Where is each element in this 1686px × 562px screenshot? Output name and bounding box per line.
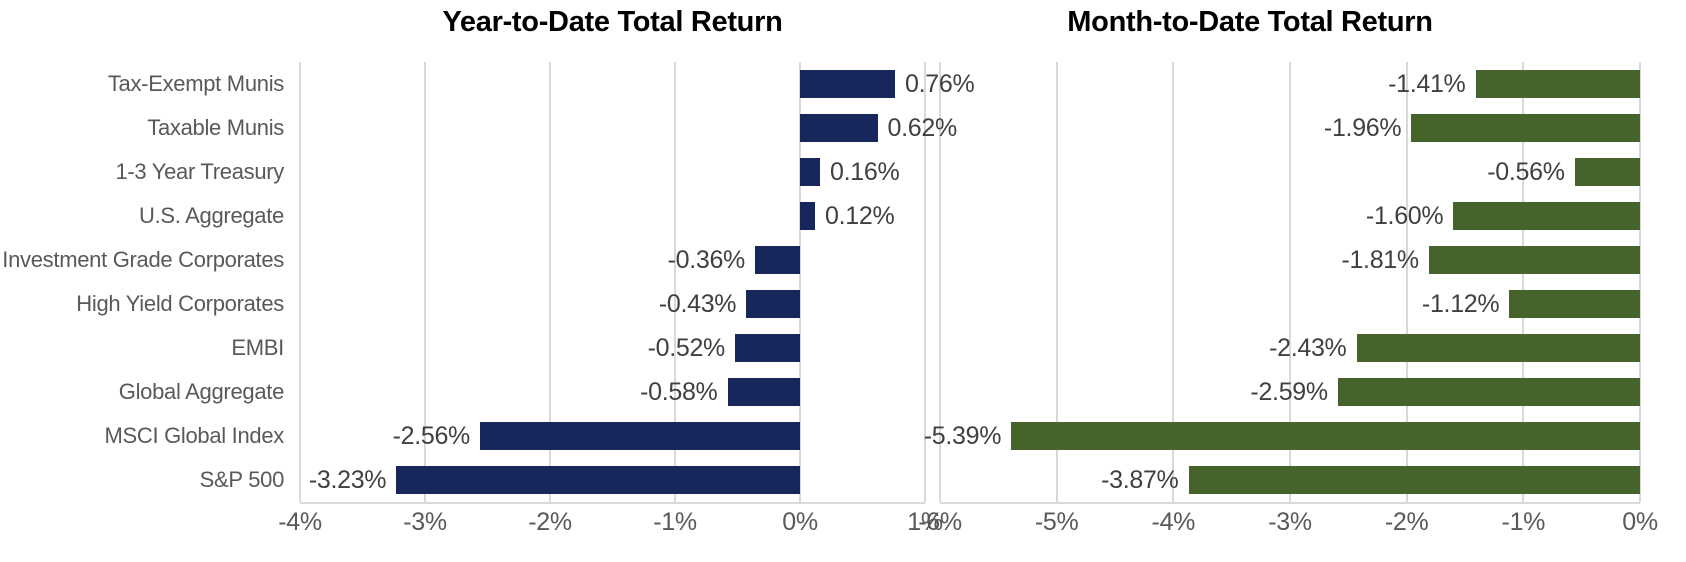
ytd-x-axis: -4% -3% -2% -1% 0% 1%	[278, 508, 943, 544]
ytd-gridline	[799, 62, 801, 502]
mtd-bar-value-label: -3.87%	[1101, 466, 1179, 494]
ytd-bar-value-label: -3.23%	[308, 466, 387, 494]
mtd-bar	[1337, 378, 1640, 406]
ytd-category-label: MSCI Global Index	[104, 423, 284, 448]
ytd-bar-value-label: 0.62%	[887, 114, 958, 142]
mtd-bar-value-label: -0.56%	[1487, 158, 1565, 186]
ytd-bar	[480, 422, 800, 450]
mtd-bar-value-label: -1.60%	[1365, 202, 1444, 230]
ytd-bar	[800, 70, 895, 98]
ytd-x-tick-label: -2%	[528, 508, 572, 536]
mtd-bar	[1475, 70, 1640, 98]
ytd-bar-value-label: -0.36%	[667, 246, 746, 274]
ytd-bar-value-label: 0.76%	[905, 70, 975, 98]
ytd-bar	[396, 466, 800, 494]
ytd-category-label: High Yield Corporates	[76, 291, 284, 316]
ytd-bar	[735, 334, 800, 362]
mtd-bar	[1574, 158, 1640, 186]
mtd-bar-value-label: -1.96%	[1323, 114, 1402, 142]
ytd-x-tick-label: 0%	[782, 508, 818, 536]
ytd-gridline	[424, 62, 426, 502]
mtd-gridline	[1405, 62, 1408, 502]
mtd-bar	[1356, 334, 1640, 362]
ytd-bar-value-label: -2.56%	[392, 422, 471, 450]
mtd-x-tick-label: -4%	[1151, 508, 1196, 536]
mtd-bar-value-label: -2.59%	[1250, 378, 1328, 406]
mtd-gridline	[939, 62, 941, 502]
mtd-gridline	[1522, 62, 1525, 502]
mtd-bar-value-label: -2.43%	[1269, 334, 1347, 362]
mtd-bar	[1188, 466, 1640, 494]
ytd-bar	[755, 246, 800, 274]
mtd-chart-title: Month-to-Date Total Return	[1067, 6, 1433, 38]
ytd-bar	[746, 290, 800, 318]
mtd-bar	[1509, 290, 1640, 318]
mtd-x-tick-label: -2%	[1384, 508, 1429, 536]
mtd-x-tick-label: -1%	[1501, 508, 1546, 536]
ytd-bar	[800, 114, 878, 142]
mtd-gridline	[1172, 62, 1175, 502]
ytd-category-axis: Tax-Exempt Munis Taxable Munis 1-3 Year Tr…	[0, 62, 284, 502]
mtd-bar-value-label: -5.39%	[923, 422, 1002, 450]
ytd-category-label: EMBI	[231, 335, 284, 360]
mtd-plot-area: -1.41% -1.96% -0.56% -1.60% -1.81% -1.12% -2.4…	[924, 62, 1641, 504]
mtd-bar	[1411, 114, 1640, 142]
ytd-x-tick-label: 1%	[907, 508, 943, 536]
mtd-bar	[1011, 422, 1640, 450]
ytd-bar-value-label: -0.43%	[658, 290, 737, 318]
ytd-bar	[800, 158, 820, 186]
ytd-category-label: 1-3 Year Treasury	[115, 159, 284, 184]
mtd-x-tick-label: -5%	[1034, 508, 1079, 536]
mtd-bar-value-label: -1.12%	[1421, 290, 1500, 318]
mtd-x-axis: -6% -5% -4% -3% -2% -1% 0%	[918, 508, 1658, 544]
ytd-bar	[800, 202, 815, 230]
ytd-bar-value-label: 0.16%	[830, 158, 900, 186]
ytd-bar-value-label: 0.12%	[825, 202, 895, 230]
ytd-x-tick-label: -3%	[403, 508, 447, 536]
ytd-plot-area: 0.76% 0.62% 0.16% 0.12% -0.36% -0.43% -0.52% -0…	[299, 62, 975, 504]
ytd-bar-value-label: -0.52%	[647, 334, 726, 362]
mtd-gridline	[1055, 62, 1058, 502]
ytd-category-label: S&P 500	[199, 467, 285, 492]
mtd-x-tick-label: 0%	[1622, 508, 1658, 536]
ytd-category-label: Global Aggregate	[118, 379, 285, 404]
mtd-bar	[1453, 202, 1640, 230]
ytd-gridline	[549, 62, 551, 502]
mtd-bar-value-label: -1.81%	[1341, 246, 1419, 274]
ytd-gridline	[924, 62, 926, 502]
ytd-chart-title: Year-to-Date Total Return	[442, 6, 783, 38]
ytd-category-label: Investment Grade Corporates	[2, 247, 284, 272]
ytd-category-label: Tax-Exempt Munis	[107, 71, 284, 96]
ytd-bar	[727, 378, 800, 406]
mtd-gridline	[1639, 62, 1641, 502]
ytd-bar-value-label: -0.58%	[640, 378, 718, 406]
ytd-x-tick-label: -4%	[278, 508, 322, 536]
ytd-category-label: Taxable Munis	[147, 115, 284, 140]
ytd-gridline	[299, 62, 301, 502]
mtd-x-tick-label: -3%	[1268, 508, 1312, 536]
mtd-bar	[1428, 246, 1640, 274]
mtd-bar-value-label: -1.41%	[1388, 70, 1466, 98]
mtd-x-tick-label: -6%	[918, 508, 962, 536]
ytd-gridline	[674, 62, 676, 502]
ytd-category-label: U.S. Aggregate	[138, 203, 284, 228]
ytd-x-tick-label: -1%	[653, 508, 697, 536]
mtd-gridline	[1289, 62, 1291, 502]
